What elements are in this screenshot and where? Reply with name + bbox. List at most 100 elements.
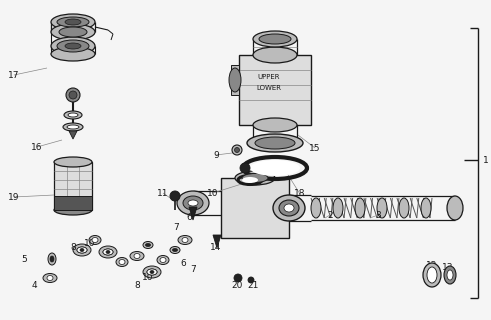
Ellipse shape: [183, 196, 203, 210]
Ellipse shape: [284, 204, 294, 212]
Ellipse shape: [143, 266, 161, 278]
Ellipse shape: [377, 198, 387, 218]
Ellipse shape: [447, 196, 463, 220]
Text: 12: 12: [426, 260, 437, 269]
Ellipse shape: [157, 255, 169, 265]
Text: 14: 14: [210, 244, 222, 252]
Polygon shape: [189, 207, 197, 220]
Ellipse shape: [150, 270, 154, 274]
Ellipse shape: [259, 34, 291, 44]
Ellipse shape: [80, 249, 84, 252]
Ellipse shape: [103, 249, 113, 255]
Text: 17: 17: [8, 70, 20, 79]
Text: 8: 8: [134, 282, 140, 291]
Text: 15: 15: [309, 143, 321, 153]
Ellipse shape: [188, 200, 198, 206]
Bar: [231, 65, 239, 95]
Ellipse shape: [253, 47, 297, 63]
Ellipse shape: [51, 14, 95, 30]
Ellipse shape: [242, 173, 268, 182]
Bar: [221, 178, 289, 238]
Ellipse shape: [65, 43, 81, 49]
Ellipse shape: [250, 160, 300, 176]
Ellipse shape: [447, 270, 453, 280]
Ellipse shape: [421, 198, 431, 218]
Ellipse shape: [182, 237, 188, 243]
Ellipse shape: [106, 251, 110, 253]
Text: 10: 10: [142, 274, 154, 283]
Circle shape: [66, 88, 80, 102]
Ellipse shape: [253, 31, 297, 47]
Text: 13: 13: [442, 263, 454, 273]
Ellipse shape: [178, 236, 192, 244]
Polygon shape: [213, 235, 221, 248]
Bar: [54, 162, 92, 210]
Text: 18: 18: [294, 189, 306, 198]
Ellipse shape: [170, 246, 180, 253]
Ellipse shape: [172, 249, 178, 252]
Ellipse shape: [119, 260, 125, 265]
Text: 3: 3: [375, 211, 381, 220]
Text: 16: 16: [31, 142, 43, 151]
Ellipse shape: [57, 40, 89, 52]
Ellipse shape: [59, 27, 87, 37]
Bar: [54, 196, 92, 210]
Circle shape: [69, 91, 77, 99]
Ellipse shape: [279, 200, 299, 216]
Ellipse shape: [255, 137, 295, 149]
Ellipse shape: [64, 111, 82, 119]
Ellipse shape: [177, 191, 209, 215]
Ellipse shape: [57, 17, 89, 27]
Circle shape: [170, 191, 180, 201]
Ellipse shape: [77, 247, 87, 253]
Polygon shape: [69, 131, 77, 139]
Ellipse shape: [92, 237, 98, 243]
Circle shape: [240, 163, 250, 173]
Ellipse shape: [143, 242, 153, 249]
Ellipse shape: [130, 252, 144, 260]
Ellipse shape: [89, 236, 101, 244]
Text: 10: 10: [207, 188, 219, 197]
Bar: [239, 55, 311, 125]
Text: 20: 20: [231, 282, 243, 291]
Text: 7: 7: [190, 266, 196, 275]
Circle shape: [235, 148, 240, 153]
Text: 10: 10: [84, 238, 96, 247]
Ellipse shape: [311, 198, 321, 218]
Ellipse shape: [423, 263, 441, 287]
Ellipse shape: [67, 125, 79, 129]
Circle shape: [248, 277, 254, 283]
Ellipse shape: [247, 134, 303, 152]
Text: 6: 6: [186, 213, 192, 222]
Ellipse shape: [116, 258, 128, 267]
Ellipse shape: [399, 198, 409, 218]
Ellipse shape: [77, 247, 87, 253]
Ellipse shape: [51, 24, 95, 40]
Text: 7: 7: [173, 223, 179, 233]
Ellipse shape: [51, 47, 95, 61]
Ellipse shape: [63, 123, 83, 131]
Circle shape: [234, 274, 242, 282]
Text: 11: 11: [157, 188, 169, 197]
Ellipse shape: [444, 266, 456, 284]
Ellipse shape: [242, 177, 258, 183]
Text: LOWER: LOWER: [256, 85, 281, 91]
Ellipse shape: [147, 269, 157, 275]
Text: 4: 4: [31, 281, 37, 290]
Ellipse shape: [47, 276, 53, 281]
Ellipse shape: [50, 256, 54, 262]
Ellipse shape: [134, 253, 140, 259]
Text: 19: 19: [8, 193, 20, 202]
Ellipse shape: [54, 157, 92, 167]
Text: 1: 1: [483, 156, 489, 164]
Ellipse shape: [48, 253, 56, 265]
Circle shape: [232, 145, 242, 155]
Ellipse shape: [99, 246, 117, 258]
Ellipse shape: [229, 68, 241, 92]
Ellipse shape: [54, 205, 92, 215]
Ellipse shape: [68, 113, 78, 117]
Ellipse shape: [235, 171, 275, 185]
Ellipse shape: [355, 198, 365, 218]
Text: 21: 21: [247, 282, 259, 291]
Ellipse shape: [103, 249, 113, 255]
